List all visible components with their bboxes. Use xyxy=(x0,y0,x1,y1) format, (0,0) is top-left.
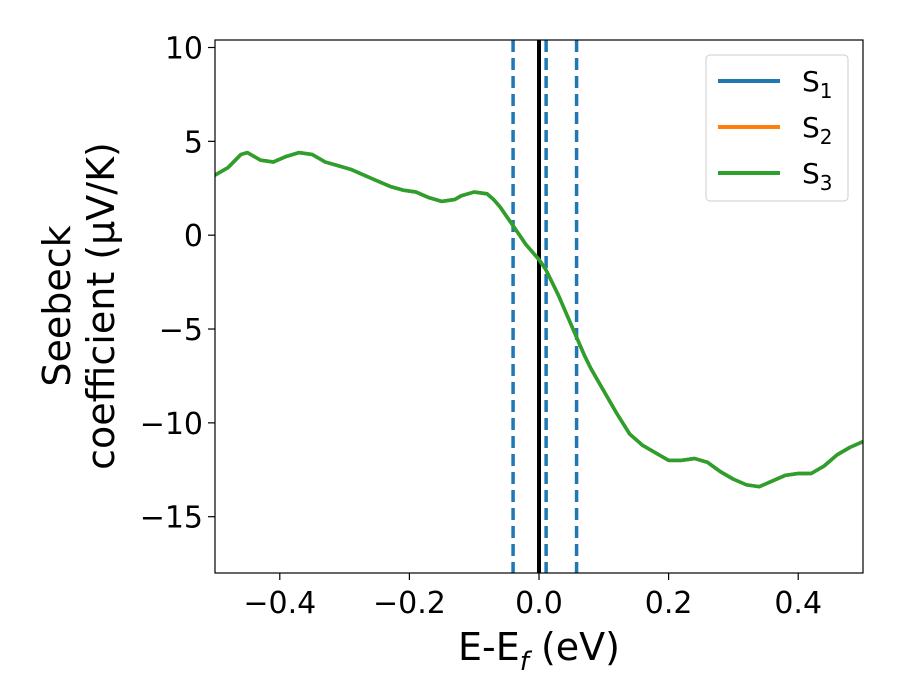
series-line-S3 xyxy=(215,150,863,489)
y-tick-label: −5 xyxy=(159,313,203,348)
legend-label-S1: S1 xyxy=(802,65,833,103)
x-tick-label: 0.4 xyxy=(774,586,822,621)
y-axis-label: Seebeck coefficient (μV/K) xyxy=(35,142,123,470)
x-tick-label: −0.4 xyxy=(243,586,316,621)
y-tick-label: −10 xyxy=(140,407,203,442)
y-tick-label: −15 xyxy=(140,501,203,536)
y-axis-ticks: −15 −10 −5 0 5 10 xyxy=(140,32,215,536)
reference-lines xyxy=(511,40,579,573)
y-tick-label: 0 xyxy=(184,219,203,254)
x-tick-label: 0.0 xyxy=(515,586,563,621)
x-tick-label: −0.2 xyxy=(373,586,446,621)
y-axis-label-line1: Seebeck xyxy=(35,225,79,386)
y-tick-label: 10 xyxy=(165,32,203,67)
y-tick-label: 5 xyxy=(184,125,203,160)
series-lines xyxy=(215,150,863,489)
legend: S1 S2 S3 xyxy=(705,54,849,202)
x-axis-ticks: −0.4 −0.2 0.0 0.2 0.4 xyxy=(243,573,822,621)
x-tick-label: 0.2 xyxy=(645,586,693,621)
y-axis-label-line2: coefficient (μV/K) xyxy=(79,142,123,470)
x-axis-label: E-Ef (eV) xyxy=(458,625,620,677)
legend-label-S3: S3 xyxy=(802,157,833,195)
legend-label-S2: S2 xyxy=(802,111,833,149)
